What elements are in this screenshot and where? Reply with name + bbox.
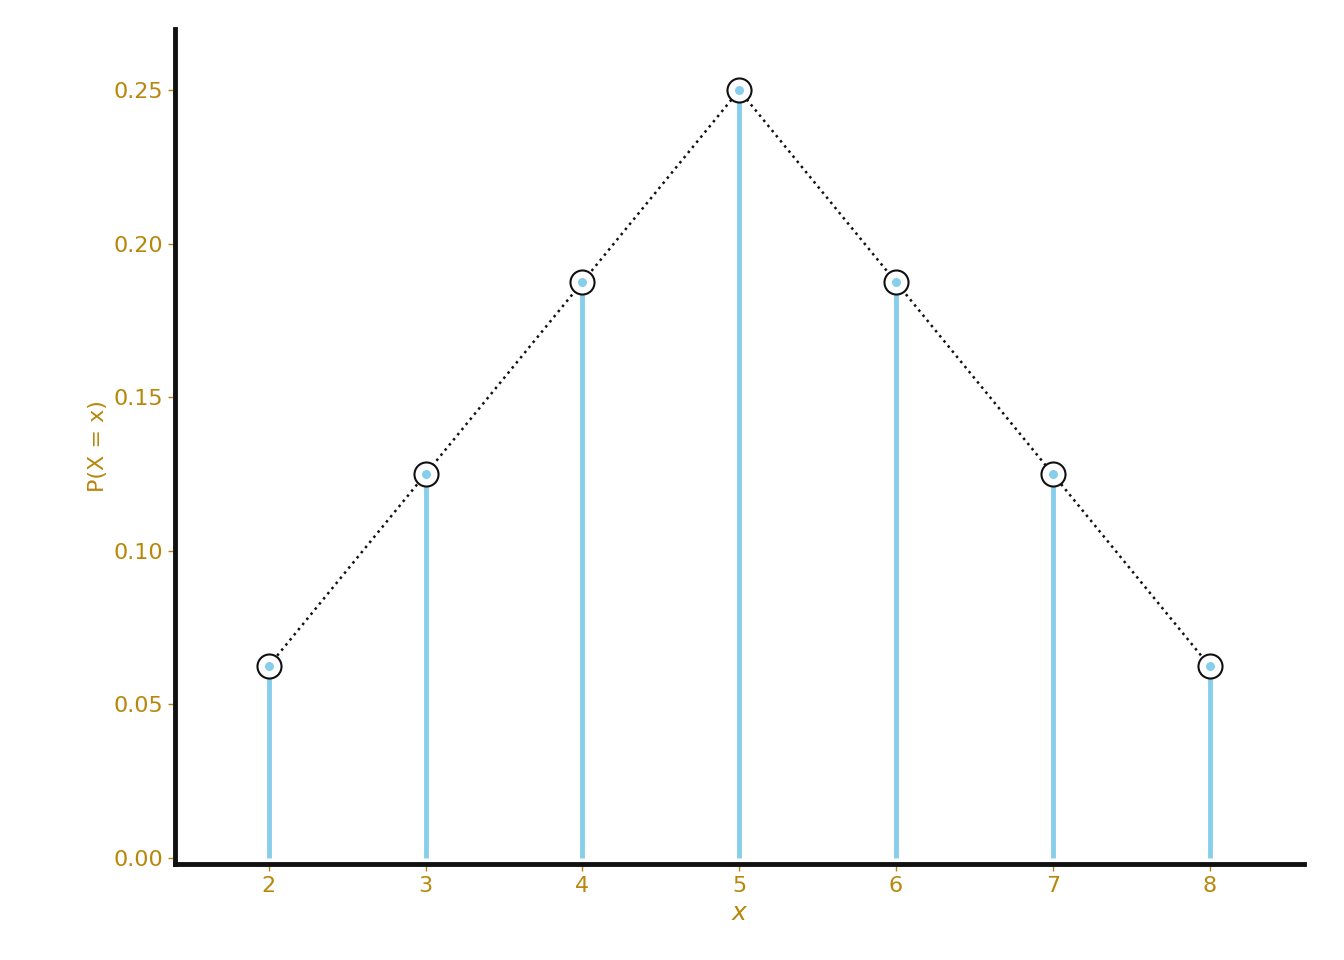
Point — [258, 659, 280, 674]
Point — [415, 467, 437, 482]
Point — [571, 275, 593, 290]
X-axis label: x: x — [732, 901, 746, 925]
Point — [1042, 467, 1063, 482]
Point — [258, 659, 280, 674]
Point — [728, 83, 750, 98]
Point — [886, 275, 907, 290]
Point — [571, 275, 593, 290]
Point — [1199, 659, 1220, 674]
Point — [1199, 659, 1220, 674]
Point — [1042, 467, 1063, 482]
Point — [886, 275, 907, 290]
Point — [415, 467, 437, 482]
Y-axis label: P(X = x): P(X = x) — [87, 400, 108, 492]
Point — [728, 83, 750, 98]
